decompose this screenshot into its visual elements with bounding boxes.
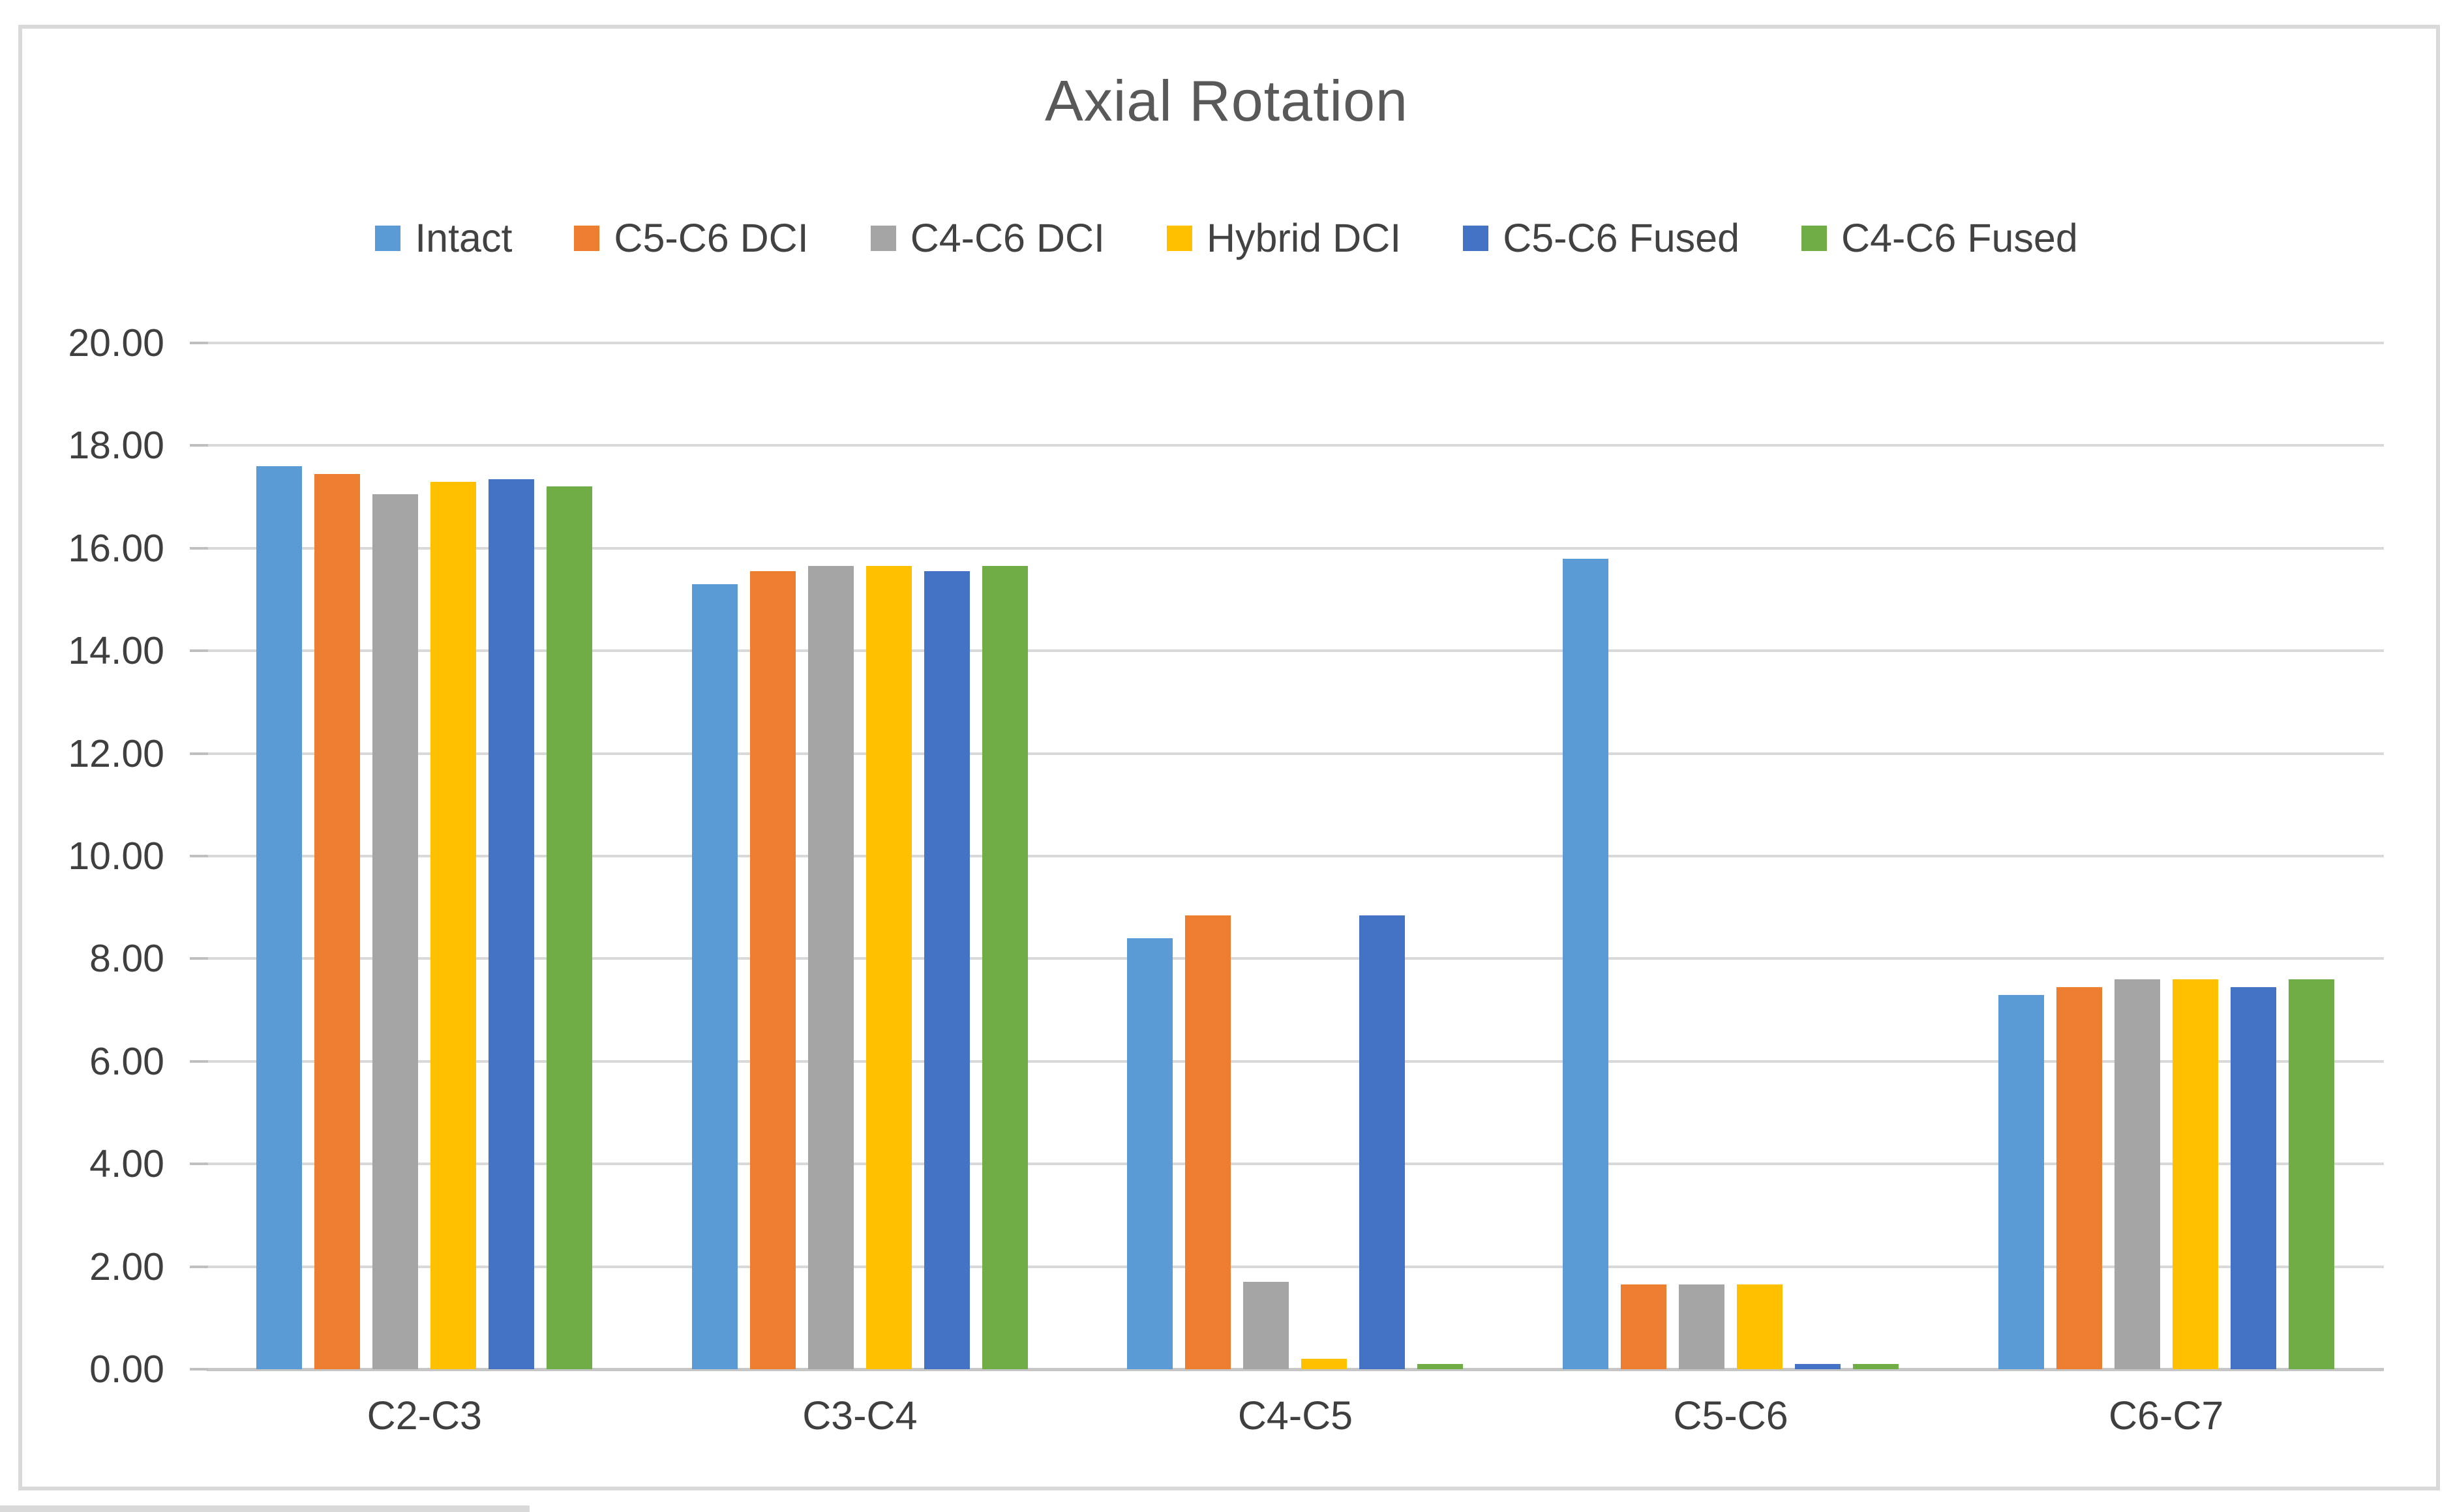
gridline xyxy=(207,649,2384,653)
bar-intact xyxy=(256,466,303,1369)
y-axis-tick-label: 6.00 xyxy=(89,1039,164,1083)
y-axis-tick-mark xyxy=(190,1368,208,1371)
bar-c4-c6-fused xyxy=(547,486,593,1369)
plot-area xyxy=(207,342,2384,1371)
chart-title: Axial Rotation xyxy=(1045,68,1408,133)
legend-item: C5-C6 Fused xyxy=(1463,215,1739,261)
bar-hybrid-dci xyxy=(1737,1284,1783,1369)
y-axis-tick-label: 18.00 xyxy=(68,424,164,467)
gridline xyxy=(207,444,2384,447)
bar-hybrid-dci xyxy=(865,566,912,1369)
screenshot-edge-artifact xyxy=(0,1505,530,1512)
bar-c5-c6-fused xyxy=(1359,915,1406,1369)
y-axis-tick-label: 2.00 xyxy=(89,1245,164,1288)
y-axis-tick-label: 0.00 xyxy=(89,1348,164,1391)
gridline xyxy=(207,1265,2384,1268)
y-axis-tick-mark xyxy=(190,1060,208,1063)
bar-groups-layer xyxy=(207,343,2384,1369)
bar-c4-c6-fused xyxy=(982,566,1028,1369)
x-axis-category-label: C4-C5 xyxy=(1237,1393,1353,1438)
legend-swatch-icon xyxy=(375,225,401,251)
gridline xyxy=(207,855,2384,857)
bar-c5-c6-fused xyxy=(489,479,535,1369)
legend-swatch-icon xyxy=(1463,225,1489,251)
bar-c5-c6-dci xyxy=(314,473,361,1369)
bar-hybrid-dci xyxy=(2172,979,2218,1369)
gridline xyxy=(207,957,2384,960)
bar-hybrid-dci xyxy=(430,481,477,1369)
bar-c4-c6-fused xyxy=(1417,1364,1464,1369)
legend-label: Hybrid DCI xyxy=(1206,216,1402,260)
bar-group-c3-c4 xyxy=(642,343,1078,1369)
bar-hybrid-dci xyxy=(1301,1359,1347,1369)
y-axis-tick-mark xyxy=(190,752,208,755)
y-axis-tick-label: 12.00 xyxy=(68,732,164,775)
chart-legend: Intact C5-C6 DCI C4-C6 DCI Hybrid DCI C5-C6 … xyxy=(0,215,2453,261)
bar-c5-c6-fused xyxy=(2230,986,2276,1369)
bar-c5-c6-dci xyxy=(2056,986,2102,1369)
bar-group-c2-c3 xyxy=(207,343,642,1369)
bar-group-c6-c7 xyxy=(1948,343,2384,1369)
legend-swatch-icon xyxy=(1801,225,1828,251)
legend-swatch-icon xyxy=(574,225,600,251)
y-axis-tick-label: 14.00 xyxy=(68,629,164,673)
bar-intact xyxy=(1563,558,1609,1369)
legend-label: C5-C6 DCI xyxy=(614,216,809,260)
y-axis-tick-mark xyxy=(190,1163,208,1166)
x-axis-category-label: C3-C4 xyxy=(802,1393,918,1438)
y-axis-tick-mark xyxy=(190,855,208,857)
bar-c4-c6-dci xyxy=(372,494,419,1369)
legend-swatch-icon xyxy=(1166,225,1192,251)
bar-intact xyxy=(691,584,738,1369)
gridline xyxy=(207,1060,2384,1063)
bar-intact xyxy=(1127,938,1173,1369)
x-axis-category-label: C5-C6 xyxy=(1673,1393,1788,1438)
legend-label: Intact xyxy=(415,216,513,260)
y-axis-tick-mark xyxy=(190,444,208,447)
bar-c5-c6-dci xyxy=(1185,915,1231,1369)
y-axis-tick-mark xyxy=(190,1265,208,1268)
bar-c5-c6-dci xyxy=(749,571,796,1369)
y-axis-tick-label: 16.00 xyxy=(68,526,164,570)
bar-c4-c6-fused xyxy=(2288,979,2334,1369)
x-axis-category-labels: C2-C3 C3-C4 C4-C5 C5-C6 C6-C7 xyxy=(207,1393,2384,1438)
legend-item: C4-C6 DCI xyxy=(870,215,1105,261)
x-axis-category-label: C6-C7 xyxy=(2109,1393,2224,1438)
y-axis-tick-label: 10.00 xyxy=(68,835,164,878)
bar-c4-c6-dci xyxy=(1679,1284,1725,1369)
legend-item: Intact xyxy=(375,215,512,261)
gridline xyxy=(207,342,2384,344)
y-axis-tick-mark xyxy=(190,649,208,653)
bar-group-c5-c6 xyxy=(1513,343,1949,1369)
bar-c4-c6-dci xyxy=(1243,1282,1289,1369)
legend-item: C4-C6 Fused xyxy=(1801,215,2078,261)
legend-label: C5-C6 Fused xyxy=(1503,216,1740,260)
y-axis-tick-label: 8.00 xyxy=(89,937,164,981)
y-axis-tick-mark xyxy=(190,342,208,344)
y-axis-tick-label: 20.00 xyxy=(68,321,164,364)
bar-c5-c6-fused xyxy=(1795,1364,1841,1369)
bar-c4-c6-fused xyxy=(1853,1364,1899,1369)
legend-label: C4-C6 DCI xyxy=(910,216,1105,260)
bar-group-c4-c5 xyxy=(1077,343,1513,1369)
x-axis-category-label: C2-C3 xyxy=(367,1393,482,1438)
bar-intact xyxy=(1998,994,2044,1369)
bar-c4-c6-dci xyxy=(807,566,854,1369)
y-axis-tick-mark xyxy=(190,957,208,960)
gridline xyxy=(207,752,2384,755)
legend-item: Hybrid DCI xyxy=(1166,215,1402,261)
y-axis-tick-label: 4.00 xyxy=(89,1142,164,1186)
legend-label: C4-C6 Fused xyxy=(1841,216,2078,260)
legend-item: C5-C6 DCI xyxy=(574,215,809,261)
bar-c5-c6-fused xyxy=(924,571,970,1369)
gridline xyxy=(207,1163,2384,1166)
y-axis-tick-mark xyxy=(190,546,208,550)
bar-c4-c6-dci xyxy=(2114,979,2160,1369)
legend-swatch-icon xyxy=(870,225,896,251)
gridline xyxy=(207,546,2384,550)
bar-c5-c6-dci xyxy=(1621,1284,1667,1369)
x-axis-line xyxy=(207,1368,2384,1371)
